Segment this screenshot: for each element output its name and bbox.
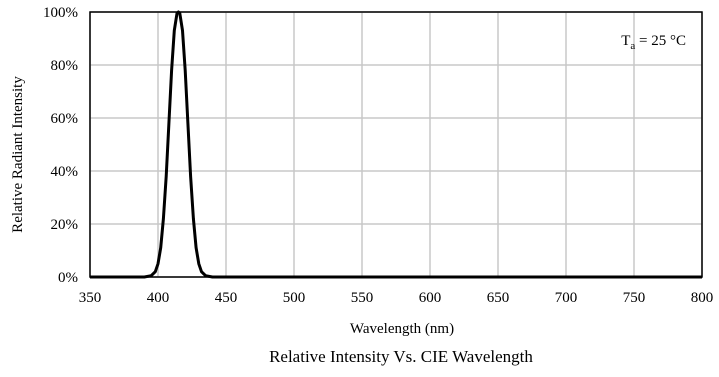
y-tick-label: 60% xyxy=(51,111,79,127)
chart-caption: Relative Intensity Vs. CIE Wavelength xyxy=(269,347,533,366)
grid-lines xyxy=(89,11,703,278)
temperature-annotation: Ta = 25 °C xyxy=(621,33,686,52)
x-tick-label: 350 xyxy=(79,290,102,306)
y-axis-label: Relative Radiant Intensity xyxy=(10,76,26,233)
x-tick-label: 500 xyxy=(283,290,306,306)
series-line xyxy=(90,10,702,279)
x-tick-label: 450 xyxy=(215,290,238,306)
x-tick-label: 550 xyxy=(351,290,374,306)
x-tick-label: 400 xyxy=(147,290,170,306)
x-tick-label: 750 xyxy=(623,290,646,306)
x-tick-labels: 350 400 450 500 550 600 650 700 750 800 xyxy=(79,290,714,306)
x-tick-label: 800 xyxy=(691,290,714,306)
plot-frame xyxy=(89,11,703,278)
y-tick-label: 100% xyxy=(43,5,78,21)
x-axis-label: Wavelength (nm) xyxy=(350,321,454,337)
y-tick-label: 0% xyxy=(58,270,78,286)
series-layer xyxy=(90,10,702,279)
x-tick-label: 600 xyxy=(419,290,442,306)
x-tick-label: 700 xyxy=(555,290,578,306)
x-tick-label: 650 xyxy=(487,290,510,306)
y-tick-labels: 0% 20% 40% 60% 80% 100% xyxy=(43,5,78,286)
y-tick-label: 20% xyxy=(51,217,79,233)
y-tick-label: 80% xyxy=(51,58,79,74)
y-tick-label: 40% xyxy=(51,164,79,180)
